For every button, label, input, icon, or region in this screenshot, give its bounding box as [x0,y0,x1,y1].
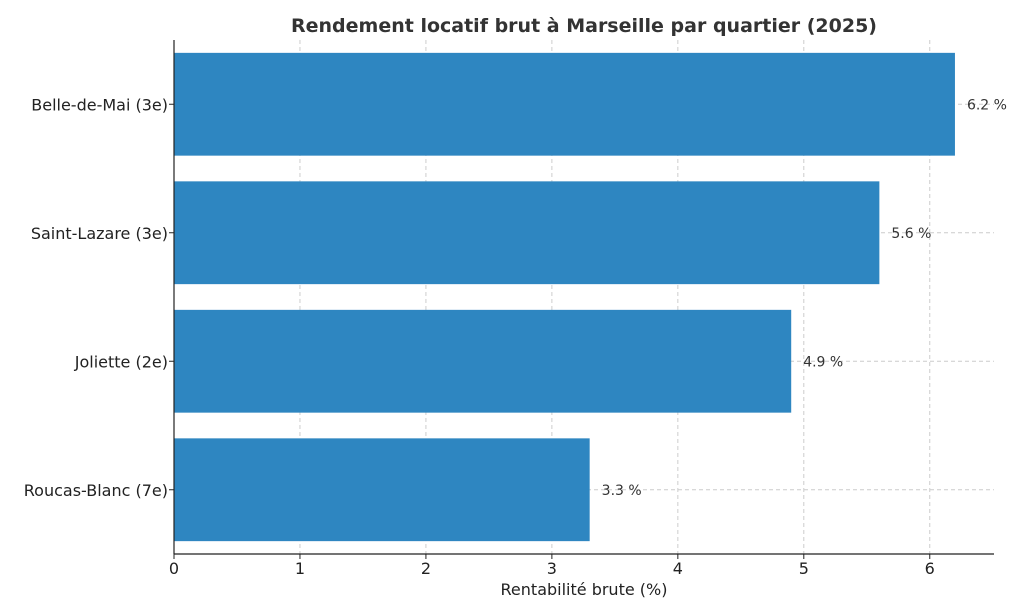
bar [174,309,792,413]
y-tick-label: Roucas-Blanc (7e) [24,481,168,500]
x-tick-label: 6 [925,559,935,578]
x-tick-label: 3 [547,559,557,578]
data-label: 4.9 % [803,354,843,370]
data-labels: 6.2 % 5.6 % 4.9 % 3.3 % [602,97,1007,499]
bar [174,438,590,542]
x-axis-ticks: 0 1 2 3 4 5 6 [169,554,935,578]
x-tick-label: 2 [421,559,431,578]
x-tick-label: 1 [295,559,305,578]
bar [174,181,880,285]
y-axis-labels: Belle-de-Mai (3e) Saint-Lazare (3e) Joliet… [24,95,174,500]
x-tick-label: 0 [169,559,179,578]
x-axis-label: Rentabilité brute (%) [501,580,668,599]
y-tick-label: Saint-Lazare (3e) [31,224,168,243]
y-tick-label: Joliette (2e) [74,352,168,371]
y-tick-label: Belle-de-Mai (3e) [31,95,168,114]
data-label: 5.6 % [891,226,931,242]
data-label: 6.2 % [967,97,1007,113]
data-label: 3.3 % [602,483,642,499]
x-tick-label: 4 [673,559,683,578]
x-tick-label: 5 [799,559,809,578]
bars [174,52,955,542]
bar [174,52,955,156]
chart-title: Rendement locatif brut à Marseille par q… [291,15,877,37]
